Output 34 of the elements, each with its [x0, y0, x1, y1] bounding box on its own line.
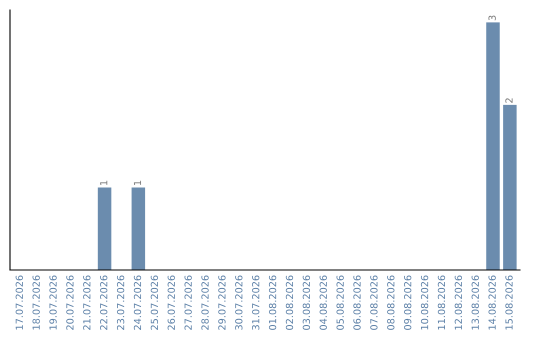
data-label: 1 — [134, 180, 142, 186]
x-tick-label: 24.07.2026 — [134, 275, 142, 330]
x-tick-label: 17.07.2026 — [16, 275, 23, 330]
x-tick-label: 15.08.2026 — [505, 275, 513, 330]
x-tick-label: 23.07.2026 — [116, 275, 124, 330]
x-tick-label: 01.08.2026 — [268, 275, 276, 330]
x-tick-label: 11.08.2026 — [438, 275, 446, 330]
x-tick-label: 19.07.2026 — [49, 275, 57, 330]
x-tick-label: 03.08.2026 — [302, 275, 310, 330]
data-label: 2 — [505, 98, 513, 103]
x-tick-label: 29.07.2026 — [218, 275, 226, 330]
x-tick-label: 09.08.2026 — [404, 275, 412, 330]
x-tick-label: 18.07.2026 — [32, 275, 40, 330]
x-tick-label: 05.08.2026 — [336, 275, 344, 330]
x-tick-label: 20.07.2026 — [66, 275, 74, 330]
x-tick-label: 26.07.2026 — [168, 275, 175, 330]
x-tick-label: 25.07.2026 — [150, 275, 158, 330]
x-tick-label: 12.08.2026 — [454, 275, 462, 330]
x-tick-label: 30.07.2026 — [235, 275, 242, 330]
x-tick-label: 31.07.2026 — [252, 275, 260, 330]
x-tick-label: 04.08.2026 — [320, 275, 327, 330]
x-tick-label: 02.08.2026 — [286, 275, 294, 330]
x-tick-label: 14.08.2026 — [488, 275, 496, 330]
x-tick-label: 27.07.2026 — [184, 275, 192, 330]
data-label: 3 — [488, 16, 496, 20]
x-tick-label: 28.07.2026 — [201, 275, 209, 330]
x-tick-label: 22.07.2026 — [100, 275, 108, 330]
data-label: 1 — [100, 180, 108, 186]
x-tick-label: 07.08.2026 — [370, 275, 378, 330]
x-tick-label: 13.08.2026 — [472, 275, 479, 330]
x-tick-label: 21.07.2026 — [83, 275, 91, 330]
x-tick-label: 08.08.2026 — [387, 275, 394, 330]
x-tick-label: 06.08.2026 — [353, 275, 361, 330]
x-tick-label: 10.08.2026 — [420, 275, 428, 330]
